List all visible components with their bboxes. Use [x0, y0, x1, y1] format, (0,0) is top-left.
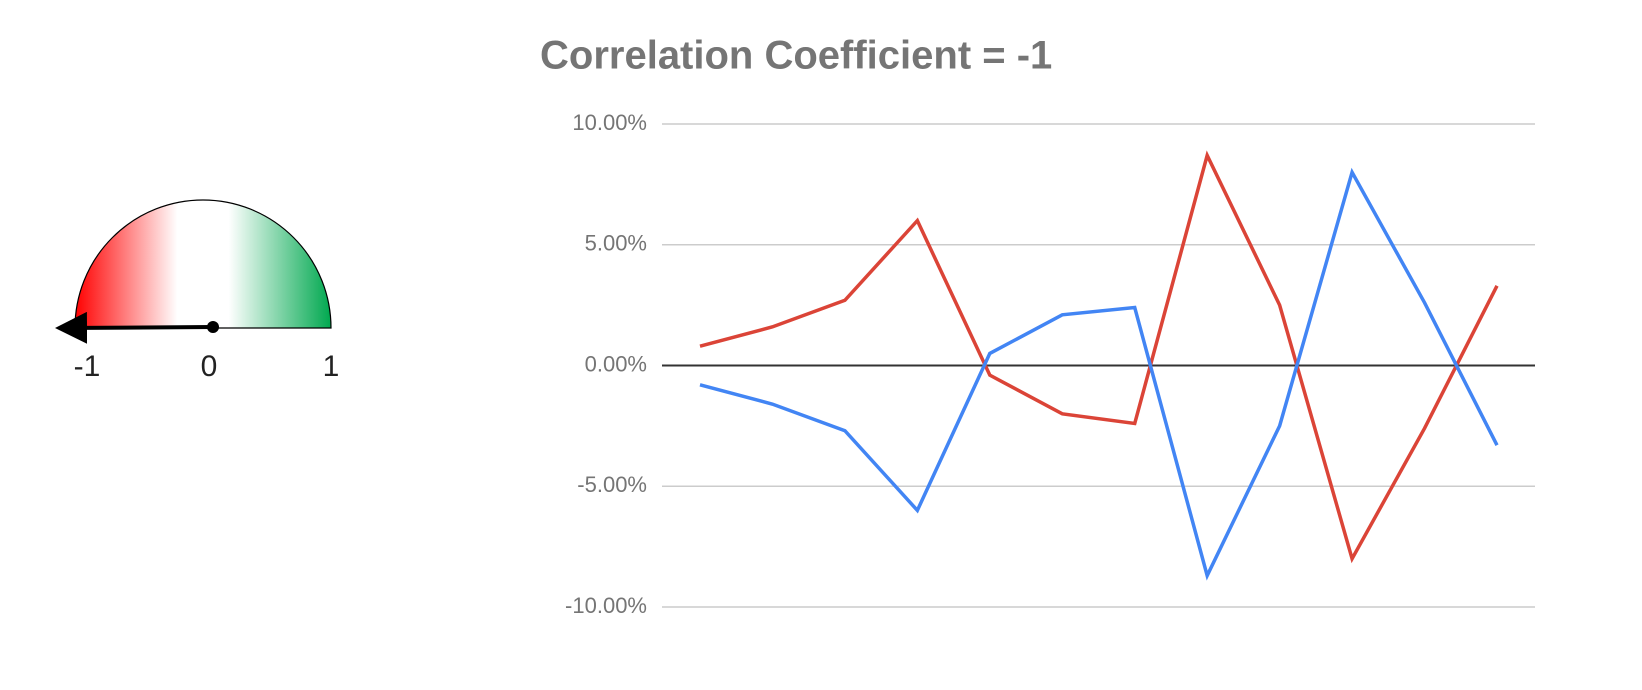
gauge-tick-label: -1: [74, 350, 101, 383]
chart-title: Correlation Coefficient = -1: [540, 34, 1052, 78]
y-tick-label: 5.00%: [585, 231, 647, 256]
gauge-hub: [207, 321, 219, 333]
gauge-tick-label: 1: [323, 350, 340, 383]
gauge-arc: [74, 199, 332, 329]
y-tick-label: -10.00%: [565, 593, 647, 618]
gauge-needle: [55, 311, 214, 344]
y-tick-label: 0.00%: [585, 351, 647, 376]
series-line: [699, 167, 1499, 581]
y-tick-label: -5.00%: [577, 472, 647, 497]
series-line: [699, 150, 1499, 564]
gauge-tick-label: 0: [201, 350, 218, 383]
y-tick-label: 10.00%: [572, 110, 647, 135]
